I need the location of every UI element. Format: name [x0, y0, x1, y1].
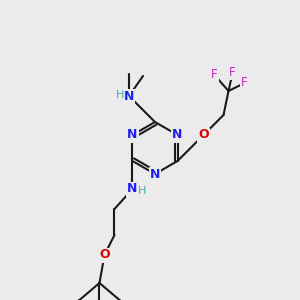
Text: H: H [116, 90, 124, 100]
Text: N: N [150, 167, 160, 181]
Text: F: F [229, 67, 236, 80]
Text: N: N [172, 128, 183, 142]
Text: O: O [198, 128, 209, 142]
Text: N: N [127, 128, 138, 142]
Text: H: H [138, 186, 147, 196]
Text: F: F [241, 76, 248, 89]
Text: N: N [127, 182, 138, 196]
Text: F: F [211, 68, 218, 82]
Text: O: O [99, 248, 110, 262]
Text: N: N [124, 89, 134, 103]
